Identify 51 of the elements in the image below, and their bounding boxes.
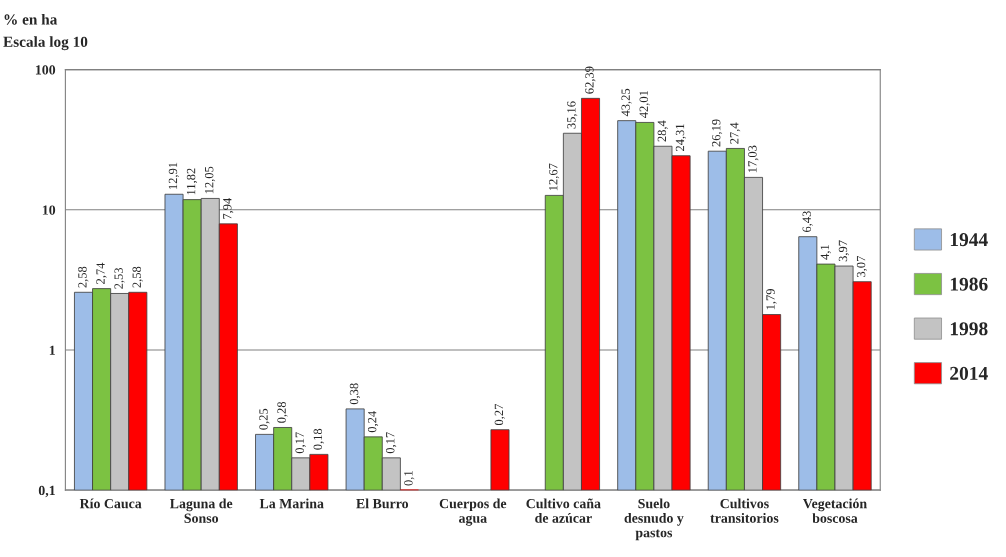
y-tick-label: 100 [35,65,56,75]
x-tick-label: Laguna de Sonso [169,498,233,523]
data-label: 42,01 [639,90,650,119]
data-label: 0,27 [494,404,505,426]
data-label: 0,38 [349,383,361,405]
y-tick-label: 0,1 [38,485,55,498]
data-label: 2,53 [114,267,125,289]
data-label: 43,25 [621,88,632,117]
data-label: 12,91 [168,162,179,189]
data-label: 0,18 [313,428,324,450]
data-label: 26,19 [712,119,723,147]
x-tick-label: Río Cauca [79,498,142,509]
data-label: 24,31 [675,124,686,152]
legend-label: 2014 [950,366,988,380]
data-label: 2,58 [78,266,89,288]
data-label: 0,28 [277,401,288,423]
chart-subtitle: Escala log 10 [3,36,88,51]
data-label: 4,1 [820,245,831,260]
data-label: 12,67 [549,163,560,191]
x-tick-label: Cuerpos de agua [439,498,507,526]
y-tick-label: 10 [42,205,56,215]
data-label: 35,16 [567,101,578,129]
data-label: 0,17 [386,432,397,454]
y-tick-label: 1 [49,345,55,355]
x-tick-label: Suelo desnudo y pastos [624,498,684,541]
data-label: 28,4 [657,120,668,142]
data-label: 3,97 [838,240,849,262]
x-tick-label: Cultivo caña de azúcar [526,498,601,523]
data-label: 62,39 [585,66,596,94]
data-label: 1,79 [766,289,777,310]
data-label: 2,58 [132,266,143,288]
legend-label: 1998 [950,322,988,336]
data-label: 3,07 [856,256,868,277]
data-label: 2,74 [96,262,107,284]
data-label: 0,25 [259,408,270,430]
data-label: 6,43 [802,211,813,232]
data-label: 11,82 [186,168,198,195]
x-tick-label: Vegetación boscosa [802,498,867,523]
legend-label: 1944 [950,233,988,247]
chart-title: % en ha [4,13,58,25]
data-label: 7,94 [223,198,234,219]
data-label: 27,4 [730,122,741,144]
data-label: 17,03 [748,145,759,173]
data-label: 0,1 [404,471,415,486]
data-label: 12,05 [204,166,216,194]
x-tick-label: El Burro [356,498,409,509]
data-label: 0,24 [367,411,379,433]
legend-label: 1986 [950,277,988,291]
data-label: 0,17 [295,432,306,454]
x-tick-label: Cultivos transitorios [710,498,779,523]
x-tick-label: La Marina [259,498,324,509]
